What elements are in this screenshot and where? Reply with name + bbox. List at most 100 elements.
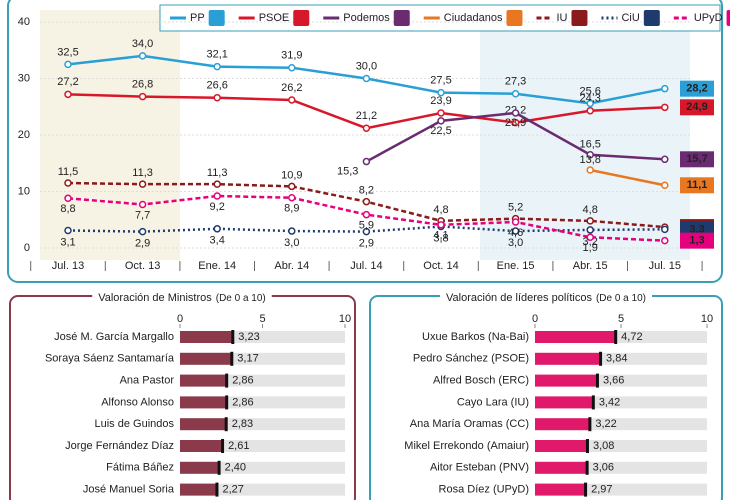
data-point xyxy=(661,103,669,112)
x-tick-label: Oct. 14 xyxy=(423,260,458,272)
end-label-box xyxy=(680,232,714,249)
data-label: 21,2 xyxy=(356,110,377,122)
bar-track xyxy=(180,483,345,496)
x-tick-label: 0 xyxy=(532,313,538,325)
bar-end xyxy=(221,439,225,453)
data-point xyxy=(213,62,221,71)
data-label: 16,5 xyxy=(579,139,600,151)
data-label: 27,3 xyxy=(505,76,526,88)
bar-end xyxy=(588,417,592,432)
value-label: 3,84 xyxy=(606,353,627,365)
data-label: 1,9 xyxy=(583,242,598,254)
legend-label: Ciudadanos xyxy=(444,12,503,24)
data-label: 3,0 xyxy=(284,237,299,249)
data-point xyxy=(288,227,296,235)
value-label: 3,17 xyxy=(237,353,258,365)
y-tick-label: 40 xyxy=(18,16,30,28)
data-point xyxy=(437,221,445,229)
data-label: 9,2 xyxy=(210,201,225,213)
data-label: 32,1 xyxy=(206,49,227,61)
data-point xyxy=(586,233,594,242)
row-label: Cayo Lara (IU) xyxy=(457,396,529,408)
bar xyxy=(180,418,227,431)
data-point xyxy=(511,90,520,98)
row-label: José M. García Margallo xyxy=(54,331,174,343)
data-point xyxy=(586,166,594,174)
data-label: 3,2 xyxy=(583,236,598,248)
data-point xyxy=(511,218,520,226)
data-point xyxy=(138,180,147,188)
bar xyxy=(535,440,588,452)
bar-end xyxy=(225,373,229,388)
x-tick-label: 10 xyxy=(701,313,713,325)
data-point xyxy=(288,182,296,191)
data-label: 26,8 xyxy=(132,78,153,90)
data-point xyxy=(437,88,445,97)
x-tick-label: 10 xyxy=(339,313,351,325)
bar xyxy=(180,440,224,452)
data-label: 26,2 xyxy=(281,82,302,94)
y-tick-label: 30 xyxy=(18,72,30,84)
row-label: Alfred Bosch (ERC) xyxy=(433,375,529,387)
data-label: 4,8 xyxy=(433,204,448,216)
value-label: 2,86 xyxy=(232,375,253,387)
data-label: 27,5 xyxy=(430,75,451,87)
value-label: 2,27 xyxy=(222,484,243,496)
row-label: Alfonso Alonso xyxy=(101,396,174,408)
data-label: 30,0 xyxy=(356,60,377,72)
data-point xyxy=(213,225,221,233)
data-label: 5,2 xyxy=(508,202,523,214)
legend-logo xyxy=(506,10,523,26)
y-tick-label: 0 xyxy=(24,242,30,254)
end-label: 1,3 xyxy=(689,235,704,247)
value-label: 2,40 xyxy=(225,462,246,474)
y-tick-label: 10 xyxy=(18,185,30,197)
data-label: 26,6 xyxy=(206,80,227,92)
panel-subtitle: (De 0 a 10) xyxy=(596,293,646,304)
y-tick-label: 20 xyxy=(18,129,30,141)
series-line xyxy=(589,168,666,187)
data-point xyxy=(362,227,371,236)
data-label: 15,3 xyxy=(337,165,358,177)
data-label: 4,8 xyxy=(583,204,598,216)
end-label: 11,1 xyxy=(687,179,708,191)
data-label: 3,8 xyxy=(433,232,448,244)
data-point xyxy=(362,197,371,206)
data-label: 10,9 xyxy=(281,169,302,181)
end-label: 24,9 xyxy=(686,101,707,113)
data-label: 5,9 xyxy=(359,220,374,232)
data-label: 2,9 xyxy=(359,238,374,250)
panel-title-text: Valoración de Ministros xyxy=(98,292,212,304)
end-label: 28,2 xyxy=(686,83,707,95)
data-label: 27,2 xyxy=(57,76,78,88)
data-point xyxy=(511,109,520,117)
data-point xyxy=(586,151,594,159)
value-label: 3,22 xyxy=(595,418,616,430)
value-label: 3,23 xyxy=(238,331,259,343)
data-label: 8,8 xyxy=(60,203,75,215)
data-point xyxy=(661,155,669,164)
bar-end xyxy=(231,330,235,344)
data-point xyxy=(64,194,72,203)
data-label: 11,3 xyxy=(207,167,228,179)
x-tick-label: 5 xyxy=(259,313,265,325)
data-point xyxy=(288,64,296,72)
data-label: 32,5 xyxy=(57,46,78,58)
data-point xyxy=(362,74,371,83)
data-label: 22,5 xyxy=(430,125,451,137)
data-label: 7,7 xyxy=(135,209,150,221)
panel-title: Valoración de Ministros (De 0 a 10) xyxy=(98,292,266,304)
value-label: 2,83 xyxy=(232,418,253,430)
legend-logo xyxy=(208,10,225,26)
bar-end xyxy=(215,482,219,497)
bar-end xyxy=(230,351,234,366)
x-tick-label: Jul. 13 xyxy=(52,260,84,272)
data-label: 4,6 xyxy=(508,227,523,239)
panel-title-text: Valoración de líderes políticos xyxy=(446,292,592,304)
bar-end xyxy=(584,482,588,497)
row-label: Ana María Oramas (CC) xyxy=(410,418,529,430)
bar-end xyxy=(591,395,595,410)
data-label: 8,9 xyxy=(284,203,299,215)
data-point xyxy=(64,179,72,187)
x-tick-label: 5 xyxy=(618,313,624,325)
